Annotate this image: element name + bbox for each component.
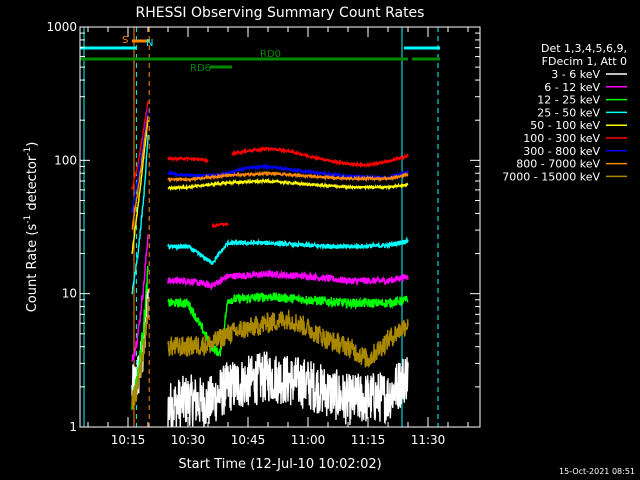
- legend-header-line: FDecim 1, Att 0: [542, 55, 627, 68]
- series-line-25-50-kev-0: [131, 134, 149, 295]
- y-axis-label-part: Count Rate (s: [25, 224, 40, 313]
- y-axis-label-part: -1: [23, 215, 33, 224]
- legend-label-12-25-kev: 12 - 25 keV: [537, 94, 600, 107]
- series-line-7000-15000-kev-1: [167, 309, 409, 369]
- series-line-7000-15000-kev-0: [131, 298, 149, 410]
- x-tick-label: 11:15: [351, 433, 386, 447]
- x-tick-label: 10:30: [171, 433, 206, 447]
- legend-label-6-12-kev: 6 - 12 keV: [544, 81, 600, 94]
- legend-label-50-100-kev: 50 - 100 keV: [530, 119, 600, 132]
- series-line-100-300-kev-3: [231, 145, 409, 169]
- axes: 1 10 100 1000 10:15 10:30 10:45 11:00 11:15 11:30: [46, 20, 481, 447]
- legend-label-300-800-kev: 300 - 800 keV: [523, 145, 600, 158]
- y-tick-label: 10: [62, 287, 77, 301]
- legend-label-7000-15000-kev: 7000 - 15000 keV: [502, 170, 600, 183]
- generation-timestamp: 15-Oct-2021 08:51: [559, 467, 635, 476]
- y-axis-label-part: -1: [23, 147, 33, 156]
- series-line-6-12-kev-0: [131, 234, 149, 362]
- series-line-800-7000-kev-0: [131, 115, 149, 230]
- legend-label-3-6-kev: 3 - 6 keV: [551, 68, 600, 81]
- x-tick-label: 10:45: [231, 433, 266, 447]
- state-bar-label-rd0: RD0: [260, 49, 281, 60]
- y-axis-label-part: detector: [25, 155, 40, 215]
- state-bar-label-n: N: [146, 38, 153, 49]
- state-bar-label-s: S: [122, 35, 128, 46]
- series-line-50-100-kev-0: [131, 119, 149, 255]
- series-line-300-800-kev-0: [131, 108, 149, 213]
- series-line-800-7000-kev-1: [167, 170, 409, 183]
- x-tick-label: 11:00: [291, 433, 326, 447]
- series-line-100-300-kev-1: [167, 155, 209, 165]
- series-line-100-300-kev-2: [211, 221, 229, 229]
- plot-area: S N RD0 RD6: [80, 27, 440, 428]
- x-tick-label: 10:15: [111, 433, 146, 447]
- legend-label-800-7000-kev: 800 - 7000 keV: [516, 158, 600, 171]
- y-axis-label: Count Rate (s-1 detector-1): [23, 142, 40, 313]
- series-line-25-50-kev-1: [167, 236, 409, 266]
- x-tick-label: 11:30: [411, 433, 446, 447]
- x-axis-label: Start Time (12-Jul-10 10:02:02): [178, 457, 381, 472]
- plot-frame: [79, 26, 481, 428]
- y-tick-label: 1000: [46, 20, 77, 34]
- chart-title: RHESSI Observing Summary Count Rates: [136, 5, 425, 21]
- legend-label-25-50-kev: 25 - 50 keV: [537, 106, 600, 119]
- y-tick-label: 100: [54, 153, 77, 167]
- series-line-50-100-kev-1: [167, 177, 409, 192]
- legend: Det 1,3,4,5,6,9,FDecim 1, Att 03 - 6 keV…: [502, 42, 627, 183]
- legend-label-100-300-kev: 100 - 300 keV: [523, 132, 600, 145]
- series-line-100-300-kev-0: [131, 101, 149, 190]
- series-line-6-12-kev-1: [167, 269, 409, 291]
- y-axis-label-part: ): [25, 142, 40, 147]
- state-bar-label-rd6: RD6: [190, 63, 211, 74]
- series-line-3-6-kev-1: [167, 351, 409, 428]
- legend-header-line: Det 1,3,4,5,6,9,: [541, 42, 627, 55]
- y-tick-label: 1: [69, 420, 77, 434]
